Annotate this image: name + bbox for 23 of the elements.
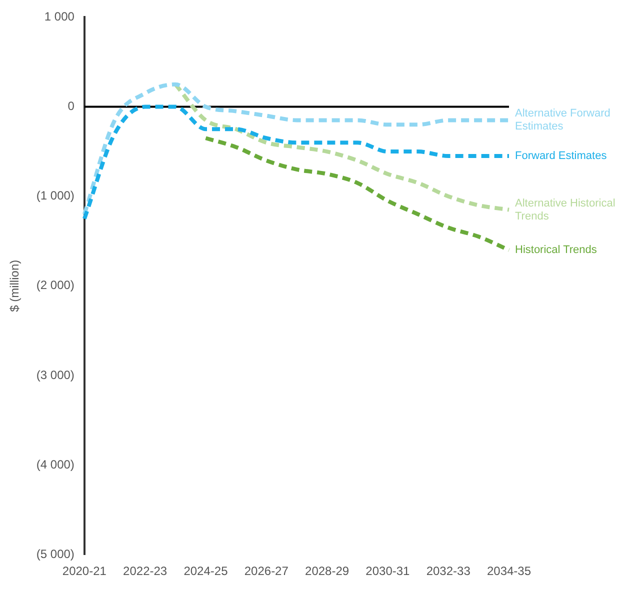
x-tick-label: 2034-35 <box>486 564 532 578</box>
series-label: Alternative Historical Trends <box>515 197 616 222</box>
y-tick-label: 1 000 <box>44 10 75 24</box>
y-tick-label: (4 000) <box>36 457 74 472</box>
y-tick-label: (5 000) <box>36 546 74 561</box>
y-tick-label: (1 000) <box>36 188 74 203</box>
x-tick-label: 2028-29 <box>305 564 350 578</box>
series-label: Historical Trends <box>515 244 598 256</box>
y-tick-label: (2 000) <box>36 278 74 292</box>
x-tick-label: 2032-33 <box>426 564 471 578</box>
x-tick-label: 2030-31 <box>366 564 410 578</box>
y-tick-label: 0 <box>68 99 75 114</box>
x-tick-label: 2022-23 <box>123 564 168 578</box>
x-tick-label: 2026-27 <box>244 564 289 578</box>
x-tick-label: 2024-25 <box>184 564 228 578</box>
line-series <box>82 82 511 216</box>
line-series <box>204 136 511 252</box>
y-axis-title: $ (million) <box>8 260 22 312</box>
series-label: Alternative Forward Estimates <box>515 108 610 133</box>
series-label: Forward Estimates <box>515 150 608 162</box>
x-tick-label: 2020-21 <box>62 564 107 578</box>
line-series <box>82 104 511 221</box>
y-tick-label: (3 000) <box>36 368 74 382</box>
